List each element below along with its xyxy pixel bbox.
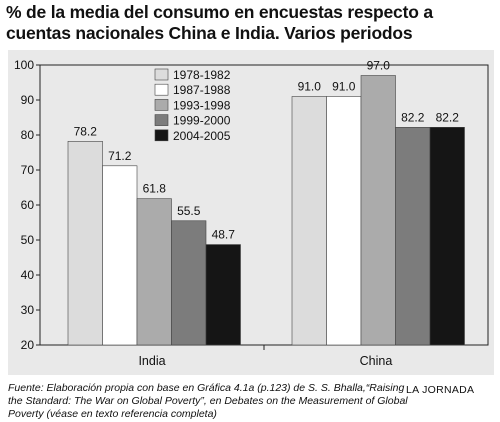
bar-value-label: 78.2 [74, 124, 98, 138]
bar-china-1978-1982 [291, 96, 327, 346]
y-tick-label: 90 [21, 93, 35, 107]
bar-value-label: 91.0 [332, 80, 356, 94]
y-tick-label: 30 [21, 303, 35, 317]
legend-swatch [154, 129, 169, 142]
bar-value-label: 55.5 [177, 204, 201, 218]
bar-value-label: 61.8 [143, 182, 167, 196]
bar-china-1987-1988 [326, 96, 362, 346]
source-note: Fuente: Elaboración propia con base en G… [8, 382, 408, 420]
x-category-label: India [138, 354, 165, 368]
chart-title-line-1: % de la media del consumo en encuestas r… [6, 2, 433, 22]
legend-label: 1993-1998 [173, 98, 231, 112]
legend-label: 1999-2000 [173, 114, 231, 128]
bar-value-label: 91.0 [298, 80, 322, 94]
y-tick-label: 100 [14, 58, 34, 72]
chart-title: % de la media del consumo en encuestas r… [6, 2, 496, 44]
bar-india-1999-2000 [171, 220, 207, 346]
bar-value-label: 71.2 [108, 149, 132, 163]
bar-value-label: 82.2 [436, 110, 460, 124]
legend-label: 2004-2005 [173, 129, 231, 143]
legend-label: 1978-1982 [173, 68, 231, 82]
legend-swatch [154, 99, 169, 111]
legend-swatch [154, 83, 169, 96]
bar-value-label: 82.2 [401, 110, 425, 124]
y-tick-label: 80 [21, 128, 35, 142]
x-category-label: China [360, 354, 393, 368]
legend-swatch [154, 114, 169, 126]
y-tick-label: 20 [21, 338, 35, 352]
publisher-credit: LA JORNADA [406, 384, 475, 396]
y-tick-label: 60 [21, 198, 35, 212]
bar-india-1993-1998 [136, 198, 172, 346]
bar-china-2004-2005 [429, 127, 465, 346]
bar-india-1987-1988 [102, 165, 138, 346]
bar-china-1993-1998 [360, 75, 396, 346]
bar-china-1999-2000 [395, 127, 431, 346]
bar-value-label: 97.0 [367, 59, 391, 73]
legend-swatch [154, 68, 169, 81]
legend-label: 1987-1988 [173, 83, 231, 97]
chart-title-line-2: cuentas nacionales China e India. Varios… [6, 23, 413, 43]
bar-india-2004-2005 [205, 244, 241, 346]
y-tick-label: 40 [21, 268, 35, 282]
y-tick-label: 50 [21, 233, 35, 247]
bar-value-label: 48.7 [212, 228, 236, 242]
bar-india-1978-1982 [67, 141, 103, 346]
y-tick-label: 70 [21, 163, 35, 177]
